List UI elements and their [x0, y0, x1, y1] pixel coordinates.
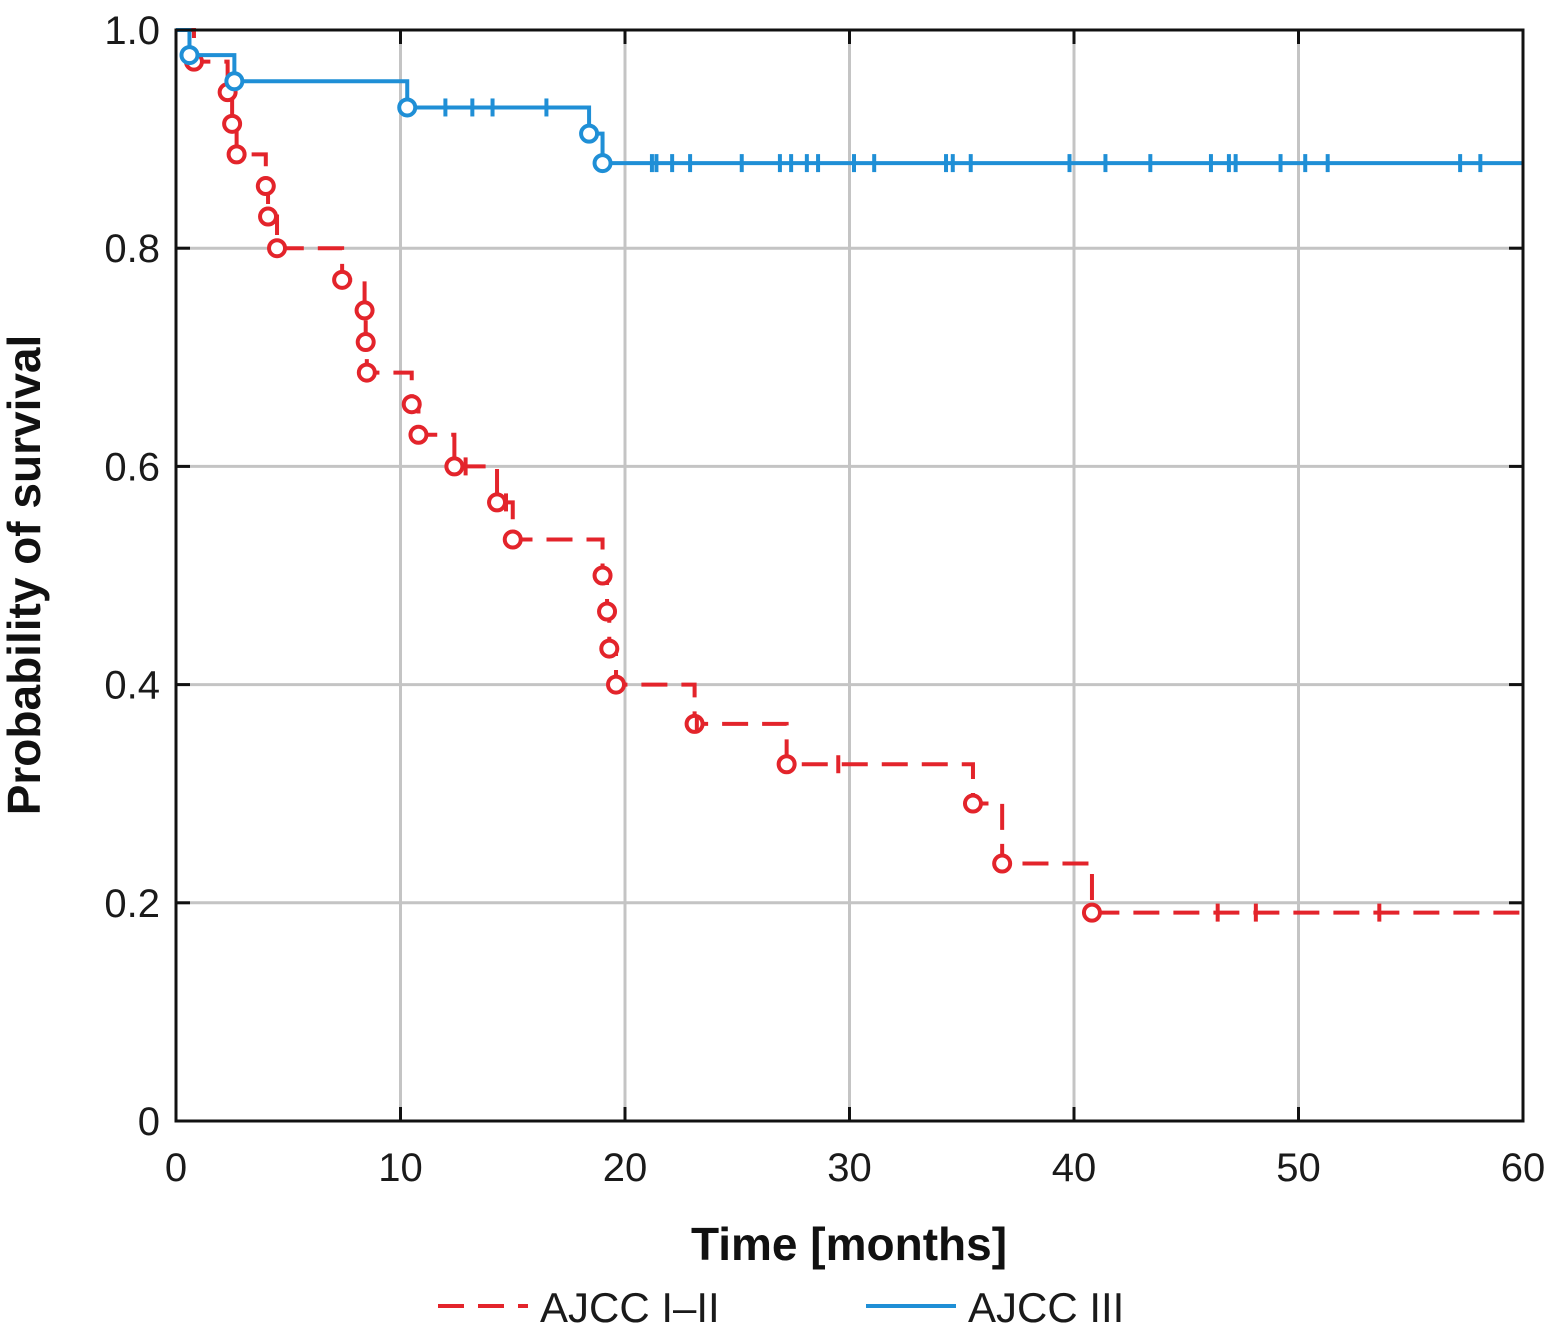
event-marker	[776, 754, 797, 775]
event-marker	[179, 45, 200, 66]
y-tick-label: 0.6	[104, 445, 160, 489]
grid-lines	[176, 30, 1523, 1121]
event-marker	[487, 492, 508, 513]
event-marker	[255, 176, 276, 197]
series-line	[176, 28, 1523, 915]
y-tick-label: 0.8	[104, 227, 160, 271]
event-marker	[579, 123, 600, 144]
event-marker	[408, 424, 429, 445]
event-marker	[258, 206, 279, 227]
event-marker	[354, 300, 375, 321]
event-marker	[401, 394, 422, 415]
legend-label-ajcc-i-ii: AJCC I–II	[540, 1284, 720, 1331]
plot-area-frame	[174, 28, 1525, 1123]
event-marker	[962, 793, 983, 814]
event-marker	[226, 144, 247, 165]
event-marker	[356, 362, 377, 383]
x-tick-label: 20	[603, 1146, 648, 1190]
legend: AJCC I–II AJCC III	[438, 1284, 1124, 1331]
event-marker	[592, 153, 613, 174]
y-axis-title: Probability of survival	[0, 335, 50, 816]
event-marker	[992, 853, 1013, 874]
event-marker	[224, 71, 245, 92]
x-tick-label: 30	[827, 1146, 872, 1190]
event-marker	[592, 565, 613, 586]
y-tick-label: 1.0	[104, 9, 160, 53]
event-marker	[599, 638, 620, 659]
x-tick-label: 40	[1052, 1146, 1097, 1190]
y-tick-label: 0	[138, 1100, 160, 1144]
event-marker	[684, 713, 705, 734]
series-1	[176, 28, 1523, 174]
event-marker	[1081, 902, 1102, 923]
event-marker	[597, 601, 618, 622]
event-marker	[502, 529, 523, 550]
legend-label-ajcc-iii: AJCC III	[968, 1284, 1124, 1331]
event-marker	[332, 269, 353, 290]
x-axis-title: Time [months]	[691, 1218, 1007, 1270]
event-marker	[267, 238, 288, 259]
x-tick-label: 50	[1276, 1146, 1321, 1190]
x-tick-label: 0	[165, 1146, 187, 1190]
event-marker	[355, 332, 376, 353]
event-marker	[222, 113, 243, 134]
tick-labels: 0 10 20 30 40 50 60 0 0.2 0.4 0.6 0.8 1.0	[104, 9, 1545, 1190]
x-tick-label: 60	[1501, 1146, 1546, 1190]
event-marker	[606, 674, 627, 695]
series-layer	[176, 28, 1523, 923]
y-tick-label: 0.2	[104, 882, 160, 926]
x-tick-label: 10	[378, 1146, 423, 1190]
y-tick-label: 0.4	[104, 664, 160, 708]
event-marker	[397, 97, 418, 118]
event-marker	[444, 456, 465, 477]
